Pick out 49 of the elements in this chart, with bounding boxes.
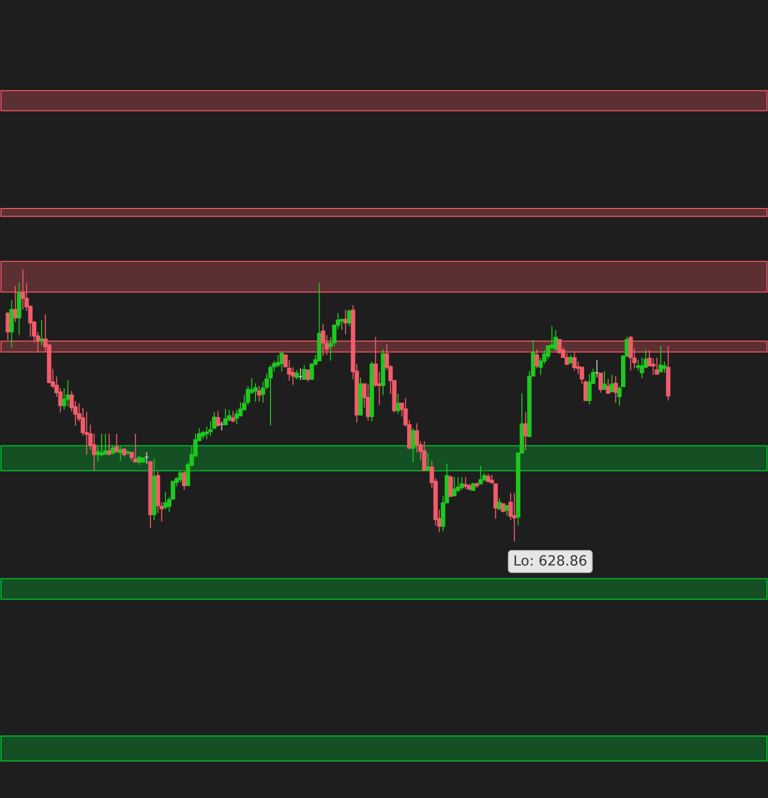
candlestick bbox=[276, 354, 280, 368]
candlestick bbox=[602, 370, 607, 390]
candlestick bbox=[66, 380, 70, 407]
candlestick bbox=[9, 300, 14, 348]
candlestick bbox=[463, 476, 468, 490]
candlestick bbox=[302, 364, 306, 380]
candlestick bbox=[110, 444, 116, 456]
candlestick bbox=[230, 410, 236, 423]
candlestick bbox=[422, 440, 427, 471]
candlestick bbox=[512, 492, 517, 542]
candlestick bbox=[572, 352, 577, 372]
candlestick bbox=[133, 433, 138, 463]
candlestick bbox=[478, 465, 483, 484]
candlestick bbox=[182, 470, 186, 490]
candlestick bbox=[628, 335, 633, 372]
candlestick bbox=[534, 348, 540, 369]
candlestick bbox=[114, 433, 119, 454]
candlestick bbox=[320, 323, 326, 357]
candlestick bbox=[651, 358, 656, 376]
candlestick bbox=[103, 433, 108, 456]
candlestick bbox=[280, 352, 284, 372]
candlestick bbox=[257, 386, 262, 402]
candlestick bbox=[84, 411, 89, 456]
candlestick bbox=[227, 409, 232, 422]
candlestick bbox=[268, 364, 273, 426]
candlestick bbox=[118, 446, 123, 462]
candlestick bbox=[636, 359, 640, 372]
annotation: Lo: 628.86 bbox=[513, 553, 588, 570]
candlestick bbox=[216, 410, 220, 428]
candlestick bbox=[613, 375, 618, 404]
candlestick bbox=[497, 497, 502, 511]
candlestick bbox=[20, 268, 26, 310]
candlestick bbox=[456, 476, 460, 492]
candlestick bbox=[223, 408, 228, 426]
candlestick bbox=[460, 476, 464, 490]
candlestick bbox=[13, 286, 18, 322]
candlestick bbox=[448, 475, 453, 498]
candlestick bbox=[6, 311, 10, 341]
candlestick bbox=[610, 374, 614, 393]
candlestick bbox=[662, 361, 667, 374]
candlestick bbox=[294, 370, 299, 380]
candlestick bbox=[658, 346, 663, 374]
candlestick bbox=[557, 339, 562, 354]
candlestick bbox=[347, 309, 352, 327]
candlestick bbox=[598, 372, 603, 394]
candlestick bbox=[208, 420, 213, 436]
candlestick bbox=[587, 374, 592, 405]
candlestick bbox=[452, 476, 457, 496]
candlestick bbox=[504, 505, 510, 516]
